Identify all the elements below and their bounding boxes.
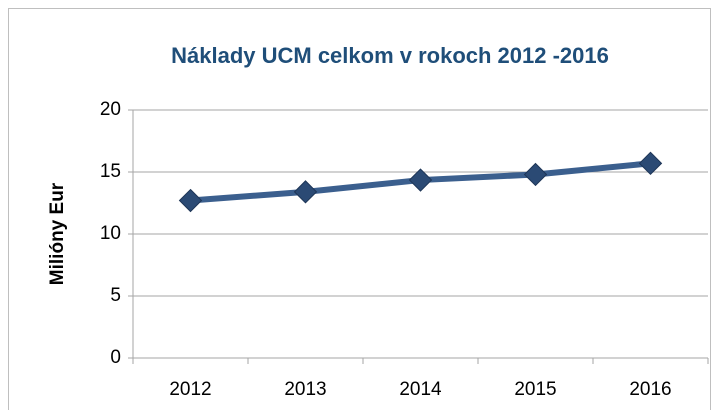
- data-point: [178, 188, 203, 213]
- data-point: [293, 180, 318, 204]
- chart-border: [8, 8, 711, 410]
- data-point: [523, 162, 548, 187]
- y-tick-label: 0: [110, 347, 121, 368]
- y-tick-label: 20: [100, 99, 121, 120]
- data-point: [408, 168, 433, 192]
- x-tick-label: 2015: [514, 379, 556, 400]
- y-tick-label: 10: [100, 223, 121, 244]
- y-tick-label: 15: [100, 161, 121, 182]
- x-tick-label: 2013: [284, 379, 326, 400]
- x-tick-label: 2012: [169, 379, 211, 400]
- y-tick-label: 5: [110, 285, 121, 306]
- data-point: [638, 151, 663, 176]
- y-axis-label: Milióny Eur: [47, 182, 68, 285]
- x-tick-label: 2016: [629, 379, 671, 400]
- chart-title: Náklady UCM celkom v rokoch 2012 -2016: [171, 43, 609, 68]
- x-tick-label: 2014: [399, 379, 442, 400]
